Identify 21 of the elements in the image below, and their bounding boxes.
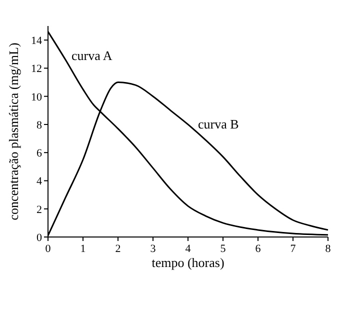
x-tick-label: 7 [290, 243, 296, 255]
x-tick-label: 1 [80, 243, 86, 255]
x-tick-label: 5 [220, 243, 226, 255]
y-tick-label: 14 [31, 35, 42, 48]
series-label: curva A [72, 48, 113, 63]
y-tick-label: 8 [36, 119, 42, 132]
y-tick-label: 4 [36, 176, 42, 188]
x-tick-label: 8 [325, 243, 332, 255]
y-tick-label: 10 [31, 91, 42, 104]
x-tick-label: 3 [150, 243, 156, 255]
y-tick-label: 0 [36, 232, 42, 244]
x-tick-label: 4 [185, 243, 192, 255]
y-tick-label: 2 [36, 204, 42, 216]
x-tick-label: 2 [115, 243, 121, 255]
x-tick-label: 0 [45, 243, 52, 255]
x-tick-label: 6 [255, 243, 262, 255]
y-tick-label: 6 [36, 148, 42, 160]
y-axis-title: concentração plasmática (mg/mL) [6, 42, 21, 220]
y-tick-label: 12 [31, 63, 42, 76]
x-axis-title: tempo (horas) [152, 255, 224, 270]
series-label: curva B [198, 116, 240, 132]
